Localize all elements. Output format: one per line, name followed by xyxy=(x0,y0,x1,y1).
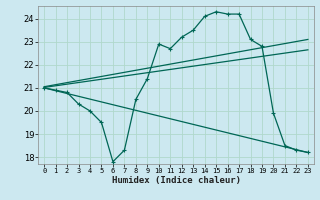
X-axis label: Humidex (Indice chaleur): Humidex (Indice chaleur) xyxy=(111,176,241,185)
